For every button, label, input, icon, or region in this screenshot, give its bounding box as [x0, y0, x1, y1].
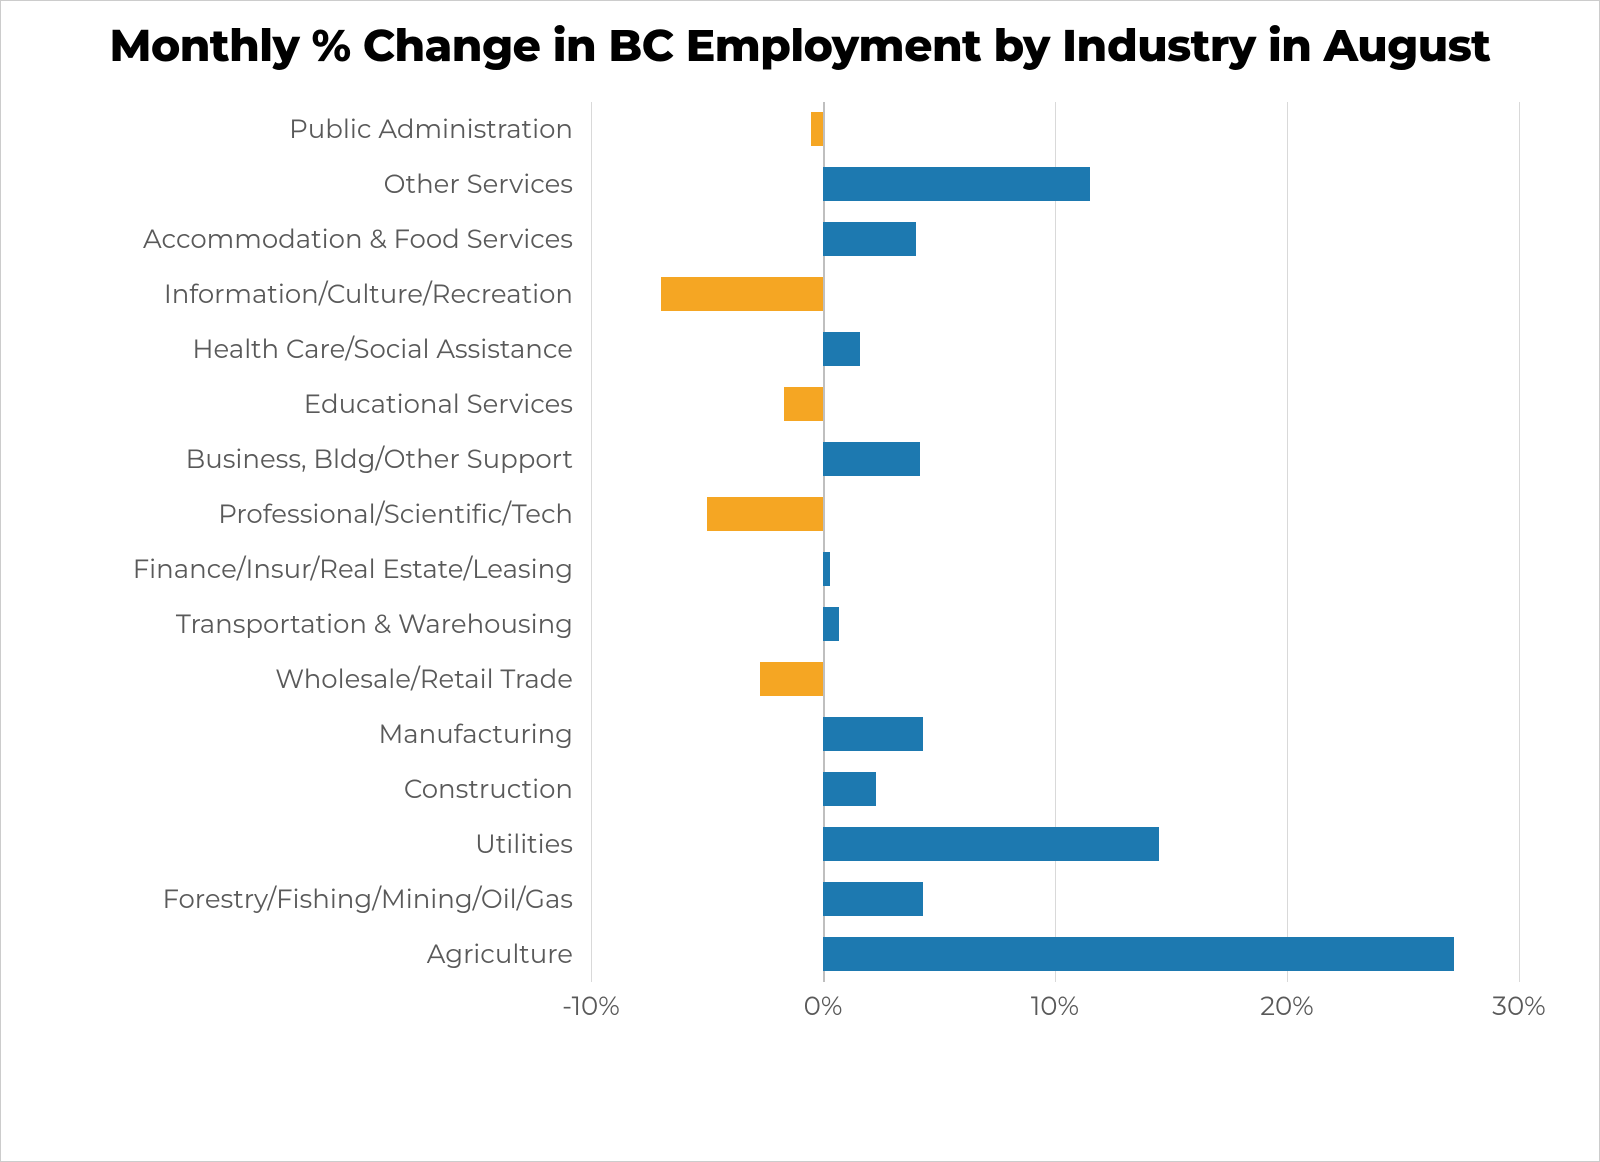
bar [707, 497, 823, 531]
bar-row: Business, Bldg/Other Support [591, 442, 1519, 476]
bar [823, 882, 923, 916]
x-tick-label: -10% [562, 990, 620, 1022]
bar-row: Other Services [591, 167, 1519, 201]
category-label: Health Care/Social Assistance [192, 333, 573, 365]
bar [823, 442, 920, 476]
bar-row: Transportation & Warehousing [591, 607, 1519, 641]
x-tick-label: 0% [804, 990, 843, 1022]
chart-container: Monthly % Change in BC Employment by Ind… [0, 0, 1600, 1162]
category-label: Agriculture [427, 938, 573, 970]
bar-row: Forestry/Fishing/Mining/Oil/Gas [591, 882, 1519, 916]
category-label: Professional/Scientific/Tech [218, 498, 573, 530]
category-label: Other Services [384, 168, 573, 200]
x-tick-label: 10% [1031, 990, 1079, 1022]
plot-area: Public Administration Other Services Accom… [591, 102, 1519, 1022]
bar [784, 387, 823, 421]
bar-row: Educational Services [591, 387, 1519, 421]
bar [823, 717, 923, 751]
gridline [1519, 102, 1520, 982]
x-axis: -10%0%10%20%30% [591, 982, 1519, 1022]
bar-row: Finance/Insur/Real Estate/Leasing [591, 552, 1519, 586]
category-label: Forestry/Fishing/Mining/Oil/Gas [162, 883, 573, 915]
category-label: Finance/Insur/Real Estate/Leasing [133, 553, 573, 585]
bar-row: Construction [591, 772, 1519, 806]
category-label: Accommodation & Food Services [143, 223, 573, 255]
bar [823, 772, 876, 806]
x-tick-label: 20% [1260, 990, 1313, 1022]
bar-row: Wholesale/Retail Trade [591, 662, 1519, 696]
bar [823, 332, 860, 366]
bar-row: Utilities [591, 827, 1519, 861]
category-label: Manufacturing [378, 718, 573, 750]
category-label: Business, Bldg/Other Support [186, 443, 573, 475]
category-label: Utilities [475, 828, 573, 860]
bar [823, 937, 1454, 971]
bar-row: Manufacturing [591, 717, 1519, 751]
bar-row: Accommodation & Food Services [591, 222, 1519, 256]
category-label: Information/Culture/Recreation [164, 278, 573, 310]
bar [823, 167, 1090, 201]
bars-group: Public Administration Other Services Accom… [591, 102, 1519, 982]
category-label: Construction [404, 773, 573, 805]
bar [760, 662, 823, 696]
bar [823, 222, 916, 256]
bar-row: Professional/Scientific/Tech [591, 497, 1519, 531]
chart-title: Monthly % Change in BC Employment by Ind… [41, 21, 1559, 72]
bar [823, 607, 839, 641]
bar [811, 112, 823, 146]
bar [823, 827, 1159, 861]
bar [661, 277, 823, 311]
category-label: Public Administration [289, 113, 573, 145]
category-label: Transportation & Warehousing [176, 608, 573, 640]
category-label: Educational Services [304, 388, 573, 420]
bar [823, 552, 830, 586]
bar-row: Information/Culture/Recreation [591, 277, 1519, 311]
x-tick-label: 30% [1492, 990, 1545, 1022]
bar-row: Agriculture [591, 937, 1519, 971]
bar-row: Health Care/Social Assistance [591, 332, 1519, 366]
bar-row: Public Administration [591, 112, 1519, 146]
category-label: Wholesale/Retail Trade [275, 663, 573, 695]
